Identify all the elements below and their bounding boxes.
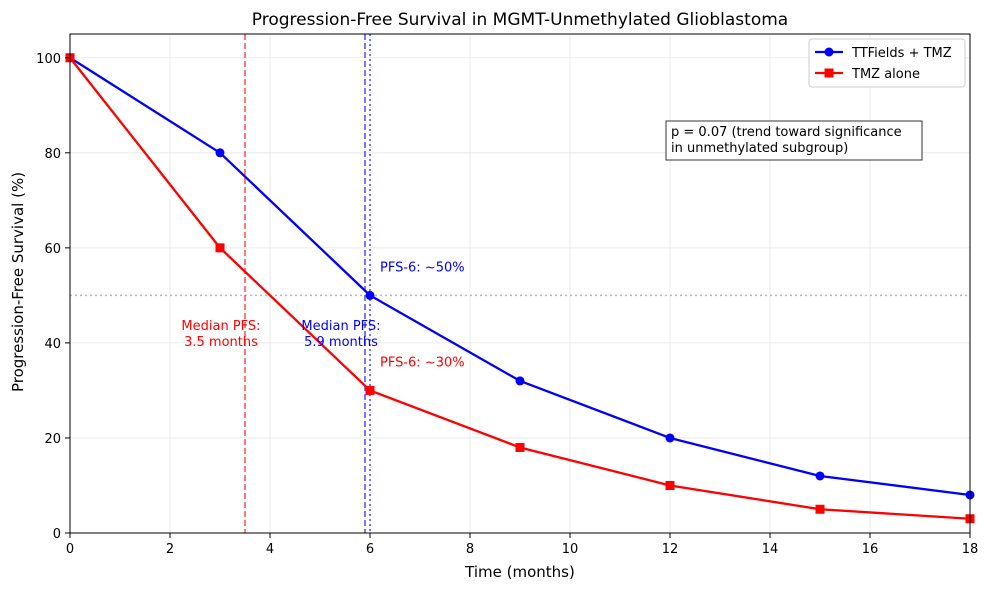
series-0-point	[815, 471, 825, 481]
series-0-point	[665, 433, 675, 443]
annotation-line: PFS-6: ~30%	[380, 356, 465, 371]
x-tick-label: 6	[366, 542, 374, 557]
series-1-point	[215, 243, 225, 253]
series-0-point	[365, 290, 375, 300]
x-tick-label: 16	[862, 542, 879, 557]
y-tick-label: 100	[36, 52, 61, 67]
annotation-line: PFS-6: ~50%	[380, 261, 465, 276]
legend: TTFields + TMZ TMZ alone	[808, 38, 966, 88]
annotation-line: Median PFS:	[181, 319, 260, 334]
annotation-line: Median PFS:	[301, 319, 380, 334]
x-axis-label: Time (months)	[464, 563, 575, 581]
annotation-line: 5.9 months	[304, 335, 378, 350]
x-tick-label: 14	[762, 542, 779, 557]
y-tick-label: 80	[44, 147, 61, 162]
plot-frame	[69, 33, 971, 534]
annotation-line: 3.5 months	[184, 335, 258, 350]
series-1-point	[365, 385, 375, 395]
series-1-point	[815, 504, 825, 514]
x-tick-label: 18	[962, 542, 979, 557]
x-tick-label: 4	[266, 542, 274, 557]
annotation-0: Median PFS: 3.5 months	[181, 319, 260, 350]
x-tick-label: 10	[562, 542, 579, 557]
legend-label-0: TTFields + TMZ	[851, 46, 952, 61]
x-tick-label: 12	[662, 542, 679, 557]
series-1-point	[515, 442, 525, 452]
textbox-frame	[665, 120, 923, 161]
annotation-2: PFS-6: ~50%	[380, 261, 465, 276]
legend-label-1: TMZ alone	[851, 67, 920, 82]
legend-marker-0	[824, 47, 834, 57]
series-1-point	[665, 480, 675, 490]
legend-frame	[808, 38, 966, 88]
x-tick-label: 0	[66, 542, 74, 557]
textbox-line: p = 0.07 (trend toward significance	[671, 125, 902, 140]
x-tick-label: 8	[466, 542, 474, 557]
y-axis-label: Progression-Free Survival (%)	[9, 172, 27, 392]
series-0-point	[215, 148, 225, 158]
y-tick-label: 60	[44, 242, 61, 257]
series-0-point	[515, 376, 525, 386]
y-tick-label: 20	[44, 432, 61, 447]
textbox-line: in unmethylated subgroup)	[671, 141, 848, 156]
y-tick-label: 0	[53, 527, 61, 542]
x-tick-label: 2	[166, 542, 174, 557]
chart-title: Progression-Free Survival in MGMT-Unmeth…	[252, 10, 788, 30]
annotation-1: Median PFS: 5.9 months	[301, 319, 380, 350]
legend-marker-1	[824, 68, 834, 78]
y-tick-label: 40	[44, 337, 61, 352]
annotation-3: PFS-6: ~30%	[380, 356, 465, 371]
